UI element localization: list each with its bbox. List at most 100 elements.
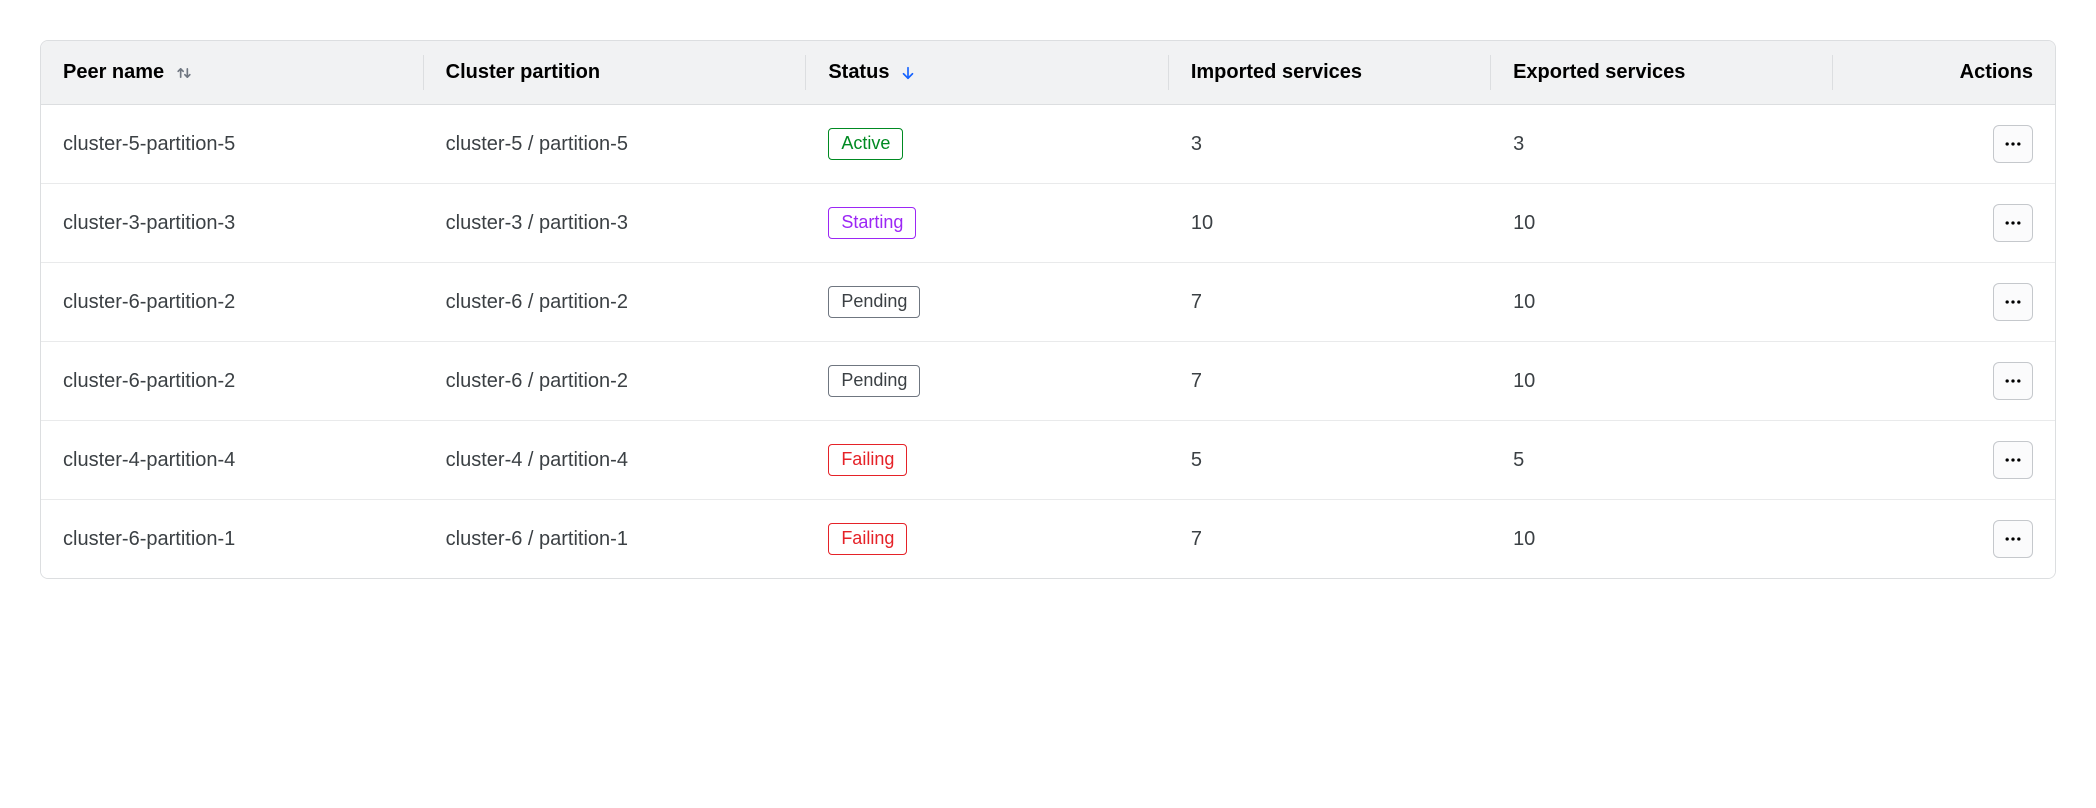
column-label: Cluster partition (446, 61, 600, 84)
exported-count: 5 (1513, 449, 1524, 472)
cluster-partition-text: cluster-6 / partition-2 (446, 370, 628, 393)
row-actions-button[interactable] (1993, 125, 2033, 163)
column-header-exported[interactable]: Exported services (1491, 41, 1833, 104)
cell-actions (1833, 342, 2055, 420)
peer-name-text: cluster-3-partition-3 (63, 212, 235, 235)
cell-exported: 5 (1491, 421, 1833, 499)
cell-actions (1833, 421, 2055, 499)
table-body: cluster-5-partition-5 cluster-5 / partiti… (41, 105, 2055, 578)
peer-name-text: cluster-5-partition-5 (63, 133, 235, 156)
exported-count: 10 (1513, 528, 1535, 551)
status-badge: Pending (828, 365, 920, 396)
cell-peer-name: cluster-6-partition-1 (41, 500, 424, 578)
table-row: cluster-3-partition-3 cluster-3 / partiti… (41, 184, 2055, 263)
cell-cluster-partition: cluster-6 / partition-2 (424, 263, 807, 341)
cell-peer-name: cluster-4-partition-4 (41, 421, 424, 499)
exported-count: 10 (1513, 370, 1535, 393)
cell-cluster-partition: cluster-3 / partition-3 (424, 184, 807, 262)
status-badge: Active (828, 128, 903, 159)
more-horizontal-icon (2003, 371, 2023, 391)
more-horizontal-icon (2003, 134, 2023, 154)
cell-imported: 7 (1169, 342, 1491, 420)
imported-count: 10 (1191, 212, 1213, 235)
cell-exported: 10 (1491, 342, 1833, 420)
column-label: Actions (1960, 61, 2033, 84)
table-row: cluster-6-partition-2 cluster-6 / partiti… (41, 263, 2055, 342)
column-header-cluster-partition[interactable]: Cluster partition (424, 41, 807, 104)
column-header-imported[interactable]: Imported services (1169, 41, 1491, 104)
cell-imported: 5 (1169, 421, 1491, 499)
cell-status: Failing (806, 500, 1169, 578)
table-row: cluster-4-partition-4 cluster-4 / partiti… (41, 421, 2055, 500)
row-actions-button[interactable] (1993, 520, 2033, 558)
sort-unsorted-icon (174, 63, 194, 83)
column-header-actions: Actions (1833, 41, 2055, 104)
row-actions-button[interactable] (1993, 204, 2033, 242)
cell-peer-name: cluster-6-partition-2 (41, 342, 424, 420)
cell-actions (1833, 263, 2055, 341)
status-badge: Failing (828, 444, 907, 475)
more-horizontal-icon (2003, 529, 2023, 549)
cell-status: Active (806, 105, 1169, 183)
cell-cluster-partition: cluster-6 / partition-1 (424, 500, 807, 578)
cell-exported: 10 (1491, 263, 1833, 341)
cluster-partition-text: cluster-6 / partition-1 (446, 528, 628, 551)
imported-count: 7 (1191, 370, 1202, 393)
cluster-partition-text: cluster-6 / partition-2 (446, 291, 628, 314)
cell-peer-name: cluster-5-partition-5 (41, 105, 424, 183)
imported-count: 7 (1191, 528, 1202, 551)
cell-exported: 10 (1491, 184, 1833, 262)
column-label: Exported services (1513, 61, 1685, 84)
sort-asc-icon (899, 64, 917, 82)
cell-status: Failing (806, 421, 1169, 499)
imported-count: 3 (1191, 133, 1202, 156)
cell-peer-name: cluster-6-partition-2 (41, 263, 424, 341)
imported-count: 5 (1191, 449, 1202, 472)
table-header: Peer name Cluster partition Status Impor… (41, 41, 2055, 105)
column-header-peer-name[interactable]: Peer name (41, 41, 424, 104)
peer-name-text: cluster-6-partition-2 (63, 370, 235, 393)
more-horizontal-icon (2003, 213, 2023, 233)
imported-count: 7 (1191, 291, 1202, 314)
cell-peer-name: cluster-3-partition-3 (41, 184, 424, 262)
peer-name-text: cluster-4-partition-4 (63, 449, 235, 472)
cell-actions (1833, 500, 2055, 578)
cell-status: Starting (806, 184, 1169, 262)
cell-imported: 7 (1169, 500, 1491, 578)
more-horizontal-icon (2003, 450, 2023, 470)
cell-actions (1833, 184, 2055, 262)
table-row: cluster-6-partition-1 cluster-6 / partiti… (41, 500, 2055, 578)
exported-count: 10 (1513, 212, 1535, 235)
exported-count: 3 (1513, 133, 1524, 156)
cell-actions (1833, 105, 2055, 183)
peer-name-text: cluster-6-partition-1 (63, 528, 235, 551)
column-label: Imported services (1191, 61, 1362, 84)
cell-cluster-partition: cluster-5 / partition-5 (424, 105, 807, 183)
cluster-partition-text: cluster-3 / partition-3 (446, 212, 628, 235)
cluster-partition-text: cluster-5 / partition-5 (446, 133, 628, 156)
cell-exported: 10 (1491, 500, 1833, 578)
cell-cluster-partition: cluster-6 / partition-2 (424, 342, 807, 420)
cell-imported: 7 (1169, 263, 1491, 341)
column-label: Peer name (63, 61, 164, 84)
column-label: Status (828, 61, 889, 84)
column-header-status[interactable]: Status (806, 41, 1169, 104)
peers-table: Peer name Cluster partition Status Impor… (40, 40, 2056, 579)
row-actions-button[interactable] (1993, 362, 2033, 400)
exported-count: 10 (1513, 291, 1535, 314)
status-badge: Pending (828, 286, 920, 317)
cluster-partition-text: cluster-4 / partition-4 (446, 449, 628, 472)
row-actions-button[interactable] (1993, 283, 2033, 321)
row-actions-button[interactable] (1993, 441, 2033, 479)
cell-status: Pending (806, 263, 1169, 341)
cell-cluster-partition: cluster-4 / partition-4 (424, 421, 807, 499)
cell-exported: 3 (1491, 105, 1833, 183)
table-row: cluster-6-partition-2 cluster-6 / partiti… (41, 342, 2055, 421)
status-badge: Starting (828, 207, 916, 238)
more-horizontal-icon (2003, 292, 2023, 312)
cell-imported: 3 (1169, 105, 1491, 183)
cell-status: Pending (806, 342, 1169, 420)
table-row: cluster-5-partition-5 cluster-5 / partiti… (41, 105, 2055, 184)
peer-name-text: cluster-6-partition-2 (63, 291, 235, 314)
cell-imported: 10 (1169, 184, 1491, 262)
